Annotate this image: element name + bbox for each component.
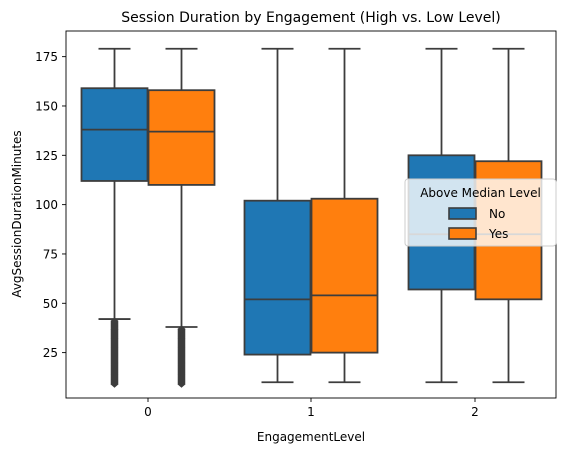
box-no-0 — [80, 47, 149, 388]
x-tick-label: 1 — [307, 405, 315, 419]
y-tick-label: 50 — [43, 297, 58, 311]
legend-frame — [404, 178, 557, 247]
x-tick-label: 0 — [144, 405, 152, 419]
legend-swatch-no — [448, 207, 477, 220]
iqr-box — [147, 89, 216, 186]
y-tick-label: 25 — [43, 346, 58, 360]
iqr-box — [310, 197, 379, 354]
box-no-1 — [243, 47, 312, 384]
box-yes-1 — [310, 47, 379, 384]
legend-label-no: No — [489, 207, 505, 221]
outlier-markers — [110, 317, 119, 388]
axes: 25 50 75 100 125 150 175 0 1 2 — [35, 50, 479, 419]
iqr-box — [243, 199, 312, 356]
chart-title: Session Duration by Engagement (High vs.… — [121, 10, 501, 26]
plot-area — [80, 47, 543, 388]
x-tick-label: 2 — [471, 405, 479, 419]
legend: Above Median Level No Yes — [404, 178, 557, 247]
legend-swatch-yes — [448, 227, 477, 240]
y-tick-label: 175 — [35, 50, 58, 64]
y-tick-label: 150 — [35, 99, 58, 113]
legend-title: Above Median Level — [420, 186, 541, 200]
y-tick-label: 125 — [35, 149, 58, 163]
outlier-marker — [110, 317, 119, 325]
y-axis-label: AvgSessionDurationMinutes — [10, 130, 24, 297]
y-tick-label: 75 — [43, 247, 58, 261]
x-axis-label: EngagementLevel — [257, 430, 365, 444]
legend-label-yes: Yes — [488, 227, 508, 241]
y-tick-label: 100 — [35, 198, 58, 212]
outlier-markers — [177, 325, 186, 388]
iqr-box — [80, 87, 149, 182]
outlier-marker — [177, 325, 186, 333]
box-yes-0 — [147, 47, 216, 388]
